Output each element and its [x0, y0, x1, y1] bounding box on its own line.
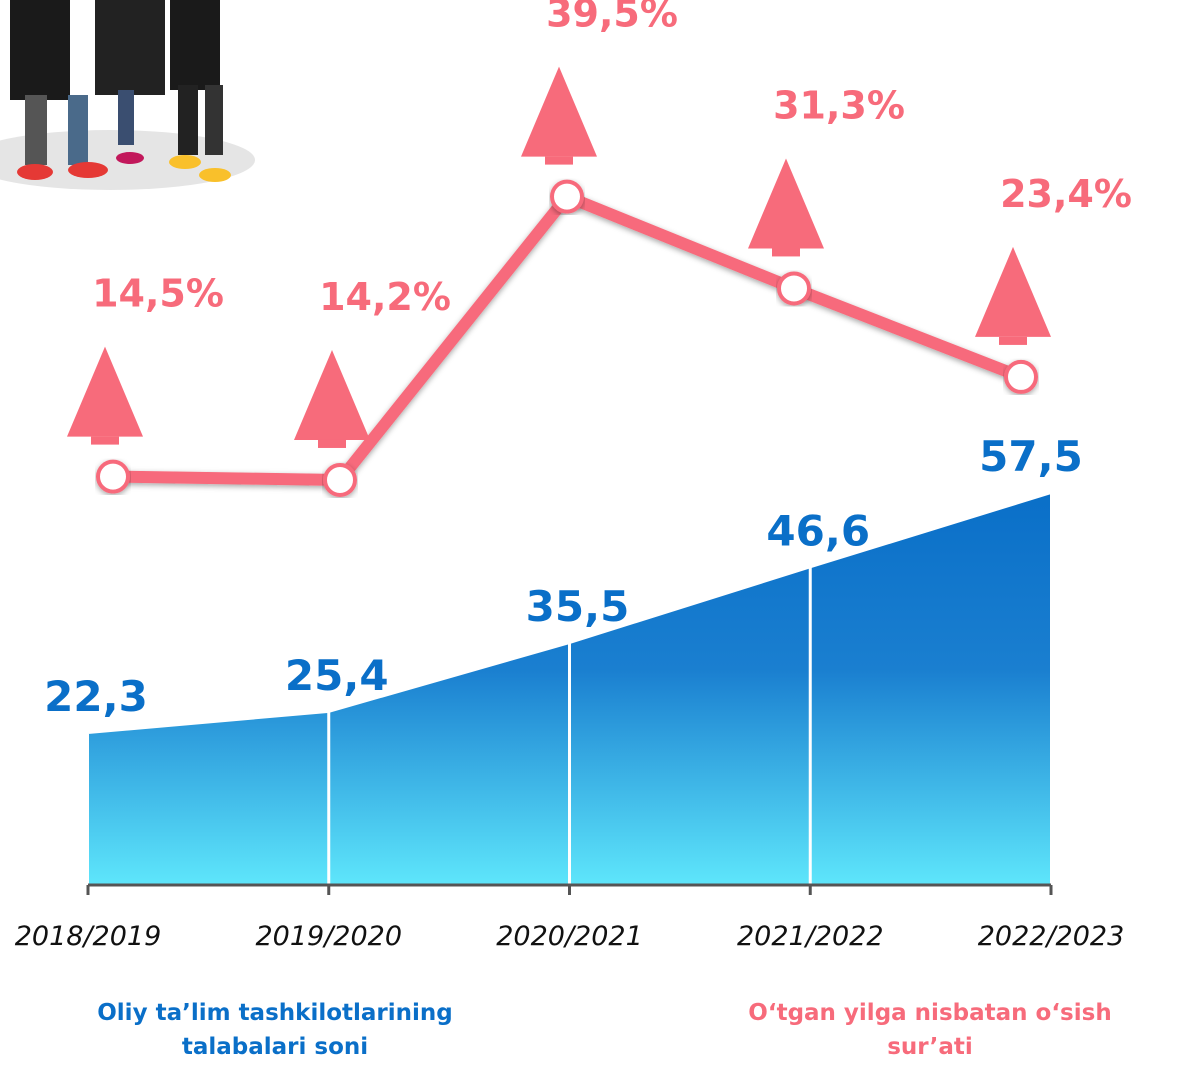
- value-label: 39,5%: [546, 0, 678, 36]
- arrow-stem: [999, 336, 1027, 345]
- x-tick-label: 2019/2020: [255, 921, 402, 952]
- arrow-stem: [545, 156, 573, 165]
- x-tick-label: 2022/2023: [978, 921, 1125, 952]
- point: [550, 179, 584, 214]
- arrow-stem: [772, 248, 800, 257]
- arrow: [975, 246, 1051, 337]
- value-label: 46,6: [766, 506, 870, 555]
- legend-entry: Oliy ta’lim tashkilotlarining talabalari…: [97, 1000, 453, 1060]
- point: [323, 462, 357, 497]
- x-tick-label: 2020/2021: [496, 921, 643, 952]
- arrow: [521, 66, 597, 157]
- value-label: 35,5: [526, 582, 630, 631]
- x-tick-label: 2018/2019: [15, 921, 162, 952]
- arrow: [67, 346, 143, 437]
- point: [777, 271, 811, 306]
- value-label: 57,5: [979, 432, 1083, 481]
- value-label: 25,4: [285, 651, 389, 700]
- value-label: 14,5%: [92, 272, 224, 316]
- value-label: 14,2%: [319, 275, 451, 319]
- value-label: 23,4%: [1000, 172, 1132, 216]
- value-label: 31,3%: [773, 83, 905, 127]
- legend-entry: O‘tgan yilga nisbatan o‘sish sur’ati: [748, 1000, 1112, 1060]
- arrow-stem: [91, 436, 119, 445]
- value-label: 22,3: [44, 672, 148, 721]
- arrow-stem: [318, 439, 346, 448]
- arrow: [748, 158, 824, 249]
- point: [1004, 359, 1038, 394]
- x-tick-label: 2021/2022: [737, 921, 884, 952]
- line: [112, 190, 1024, 486]
- arrow: [294, 349, 370, 440]
- illustration: [0, 0, 255, 190]
- point: [96, 459, 130, 494]
